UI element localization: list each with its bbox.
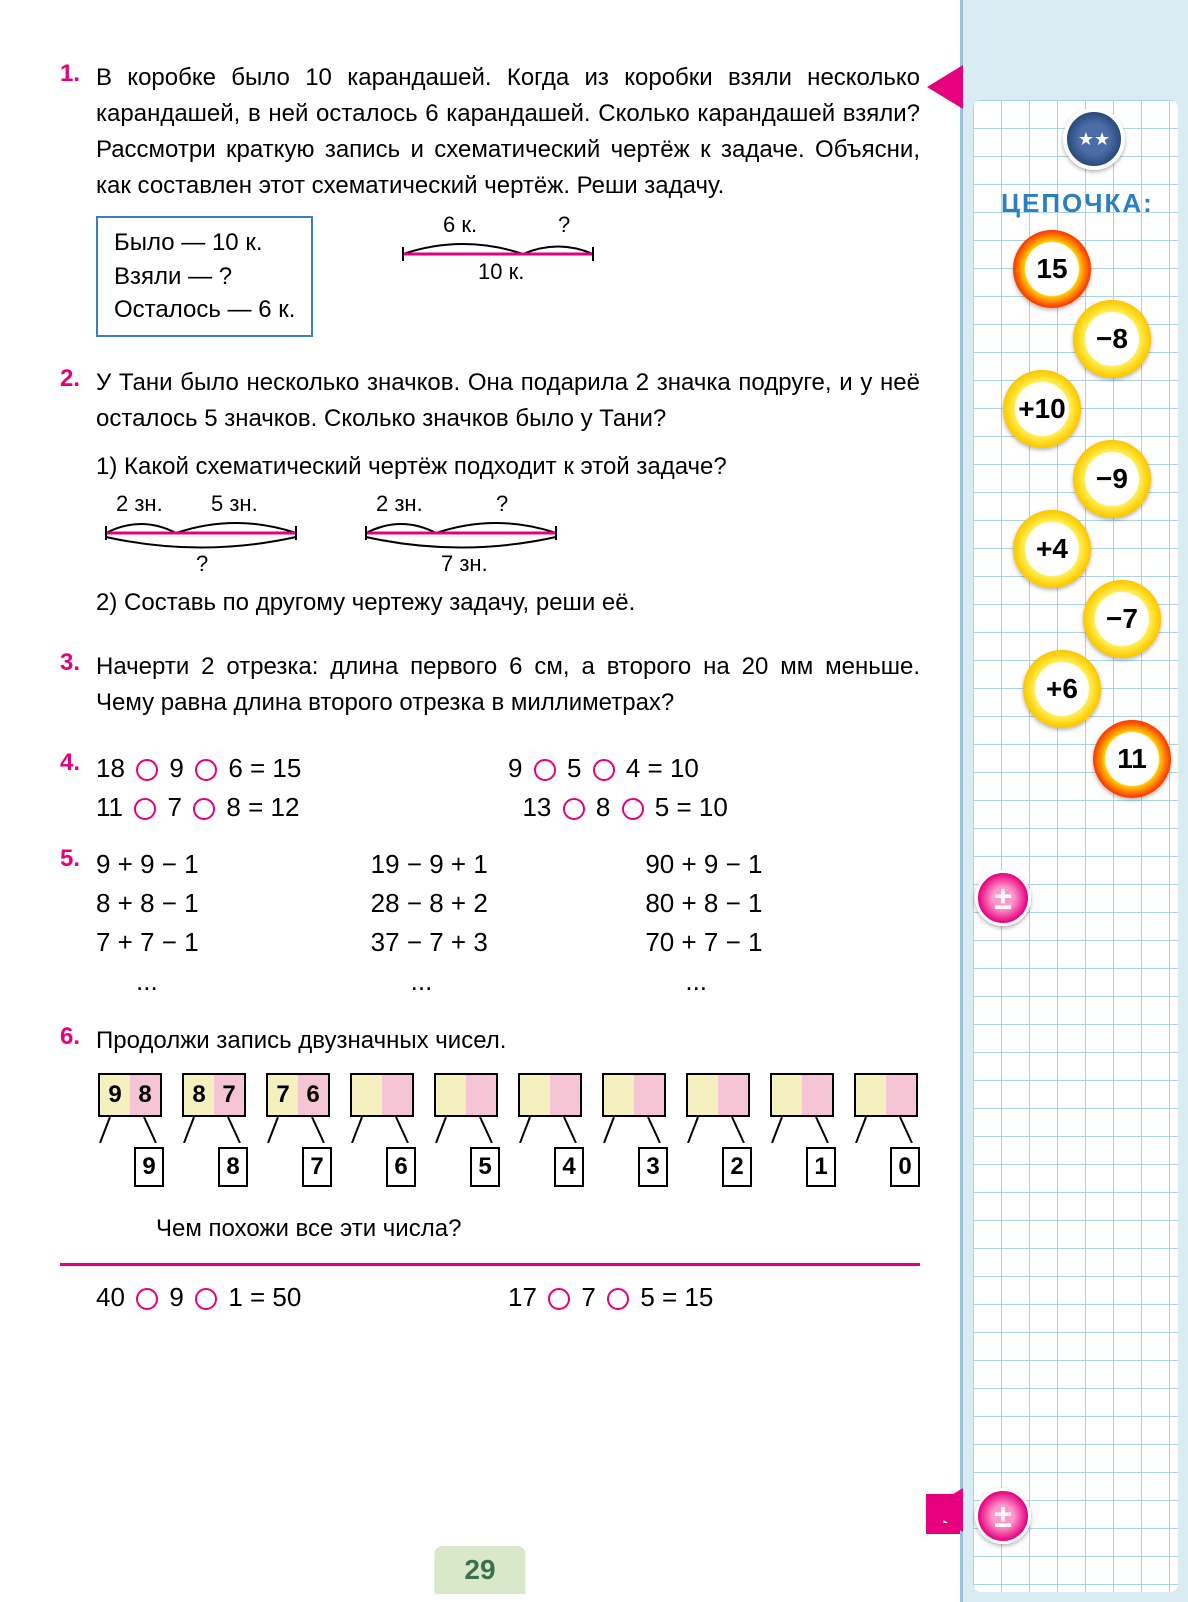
chain-ring: −9 — [1073, 440, 1151, 518]
problem-4: 4. 18 9 6 = 15 11 7 8 = 12 9 5 4 = 10 13… — [60, 749, 920, 827]
sub-question: 2) Составь по другому чертежу задачу, ре… — [96, 585, 920, 621]
triangle-marker-icon — [927, 65, 963, 109]
circle-blank — [193, 798, 215, 820]
problem-1: 1. В коробке было 10 карандашей. Когда и… — [60, 60, 920, 337]
circle-blank — [593, 759, 615, 781]
problem-5: 5. 9 + 9 − 18 + 8 − 17 + 7 − 1... 19 − 9… — [60, 845, 920, 1001]
chain-ring: −7 — [1083, 580, 1161, 658]
equation-column: 19 − 9 + 128 − 8 + 237 − 7 + 3... — [371, 845, 646, 1001]
sidebar: ★★ ЦЕПОЧКА: 15−8+10−9+4−7+611 ± ± — [960, 0, 1188, 1602]
circle-blank — [136, 759, 158, 781]
sub-question: 1) Какой схематический чертёж подходит к… — [96, 449, 920, 485]
arc-diagram-2b: 2 зн. ? 7 зн. — [356, 493, 576, 573]
svg-text:?: ? — [196, 551, 208, 573]
circle-blank — [622, 798, 644, 820]
chain-ring: −8 — [1073, 300, 1151, 378]
problem-number: 1. — [60, 60, 96, 337]
circle-blank — [195, 759, 217, 781]
problem-text: У Тани было несколько значков. Она подар… — [96, 369, 920, 432]
chain-ring: +6 — [1023, 650, 1101, 728]
triangle-marker-icon — [927, 1488, 963, 1532]
abacus-bottom-row: 9876543210 — [96, 1147, 920, 1187]
chain-ring: +4 — [1013, 510, 1091, 588]
circle-blank — [136, 1288, 158, 1310]
svg-text:7 зн.: 7 зн. — [441, 551, 488, 573]
divider — [60, 1263, 920, 1266]
arc-diagram-2a: 2 зн. 5 зн. ? — [96, 493, 316, 573]
svg-text:5 зн.: 5 зн. — [211, 493, 258, 516]
equation-column: 90 + 9 − 180 + 8 − 170 + 7 − 1... — [645, 845, 920, 1001]
question-text: Чем похожи все эти числа? — [156, 1215, 920, 1243]
problem-2: 2. У Тани было несколько значков. Она по… — [60, 365, 920, 621]
chain-title: ЦЕПОЧКА: — [1001, 188, 1154, 219]
arc-label: 10 к. — [478, 259, 524, 284]
circle-blank — [563, 798, 585, 820]
equation-column: 9 + 9 − 18 + 8 − 17 + 7 − 1... — [96, 845, 371, 1001]
circle-blank — [534, 759, 556, 781]
svg-text:?: ? — [496, 493, 508, 516]
problem-number: 2. — [60, 365, 96, 621]
main-content: 1. В коробке было 10 карандашей. Когда и… — [0, 0, 960, 1602]
problem-6: 6. Продолжи запись двузначных чисел. — [60, 1023, 920, 1059]
page-number: 29 — [434, 1546, 525, 1594]
plus-minus-badge-icon: ± — [975, 870, 1031, 926]
arc-label: 6 к. — [443, 214, 477, 237]
bottom-equations: 40 9 1 = 50 17 7 5 = 15 — [96, 1282, 920, 1313]
chain-ring: +10 — [1003, 370, 1081, 448]
problem-text: Продолжи запись двузначных чисел. — [96, 1023, 920, 1059]
problem-3: 3. Начерти 2 отрезка: длина первого 6 см… — [60, 649, 920, 721]
circle-blank — [548, 1288, 570, 1310]
problem-number: 5. — [60, 845, 96, 1001]
problem-number: 4. — [60, 749, 96, 827]
problem-number: 3. — [60, 649, 96, 721]
plus-minus-badge-icon: ± — [975, 1488, 1031, 1544]
stars-badge-icon: ★★ — [1063, 108, 1125, 170]
problem-text: Начерти 2 отрезка: длина первого 6 см, а… — [96, 649, 920, 721]
circle-blank — [607, 1288, 629, 1310]
chain-ring: 11 — [1093, 720, 1171, 798]
circle-blank — [195, 1288, 217, 1310]
circle-blank — [134, 798, 156, 820]
summary-box: Было — 10 к. Взяли — ? Осталось — 6 к. — [96, 216, 313, 337]
svg-text:2 зн.: 2 зн. — [376, 493, 423, 516]
abacus-row: 9 8 8 7 7 6 — [96, 1073, 920, 1143]
chain-ring: 15 — [1013, 230, 1091, 308]
problem-text: В коробке было 10 карандашей. Когда из к… — [96, 64, 920, 199]
problem-number: 6. — [60, 1023, 96, 1059]
svg-text:2 зн.: 2 зн. — [116, 493, 163, 516]
arc-diagram-1: 6 к. ? 10 к. — [393, 214, 613, 284]
arc-label: ? — [558, 214, 570, 237]
